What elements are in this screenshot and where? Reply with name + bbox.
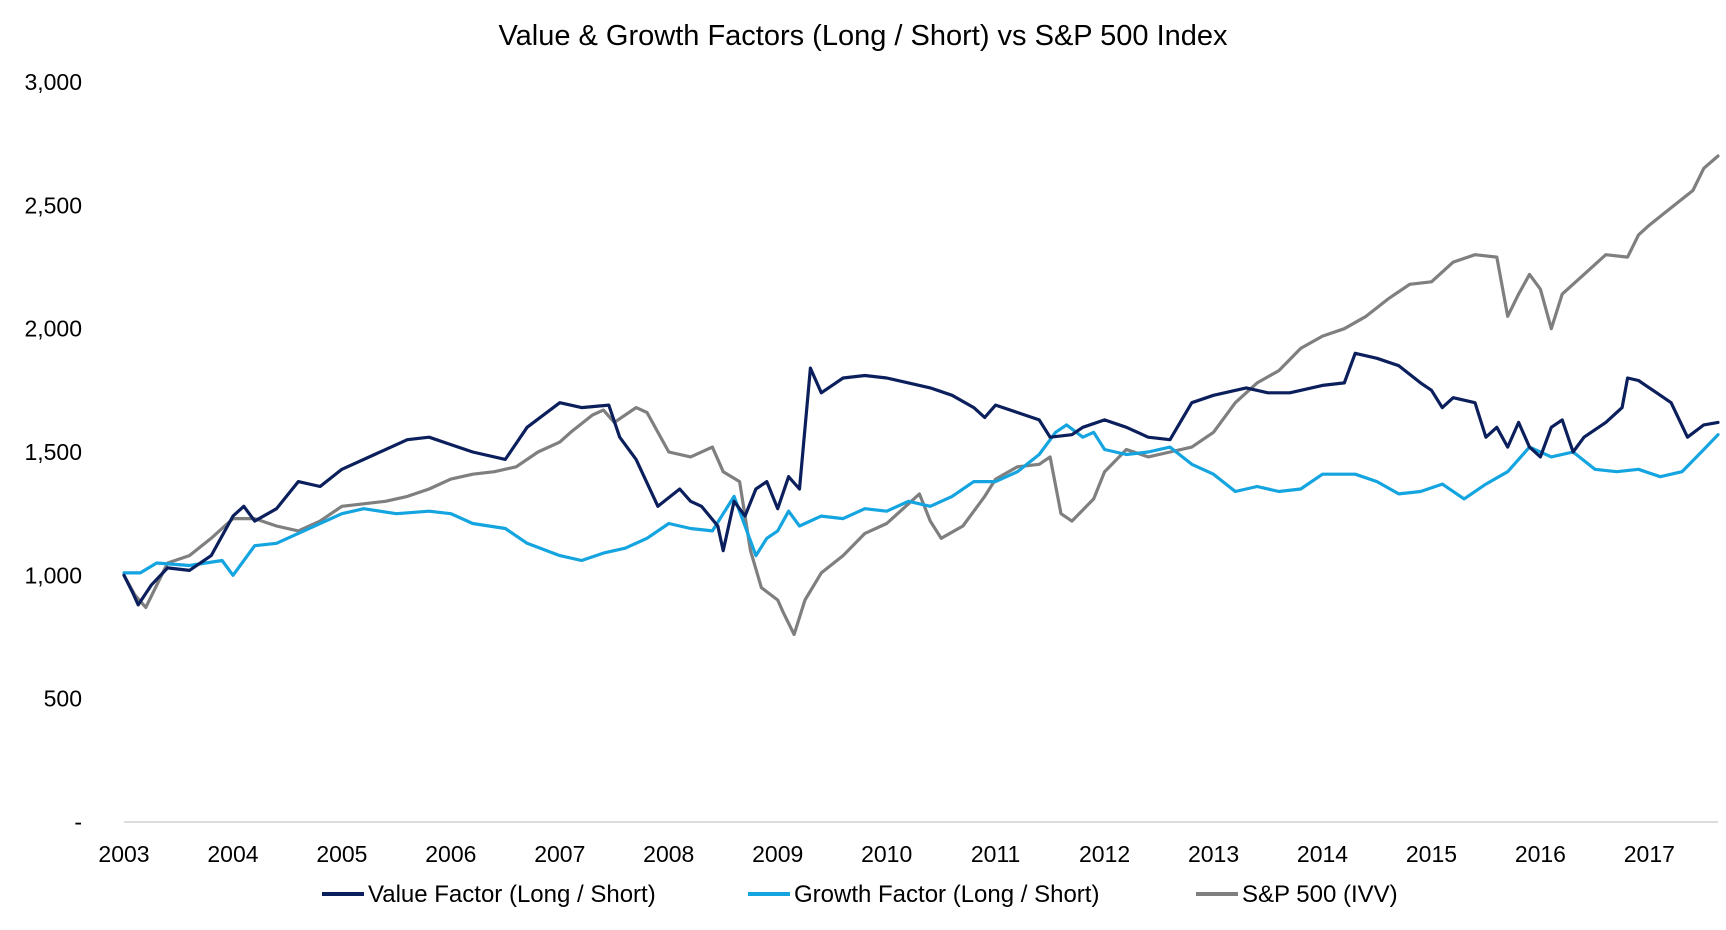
- x-tick-label: 2008: [643, 841, 694, 867]
- x-tick-label: 2007: [534, 841, 585, 867]
- legend-label: S&P 500 (IVV): [1242, 881, 1398, 908]
- y-tick-label: 1,000: [24, 562, 82, 588]
- x-tick-label: 2011: [971, 841, 1020, 867]
- x-tick-label: 2013: [1188, 841, 1239, 867]
- y-tick-label: 1,500: [24, 439, 82, 465]
- legend-label: Growth Factor (Long / Short): [794, 881, 1099, 908]
- series-line-value-factor-long-short: [122, 351, 1720, 607]
- x-tick-label: 2010: [861, 841, 912, 867]
- x-tick-label: 2017: [1624, 841, 1675, 867]
- y-tick-label: 3,000: [24, 69, 82, 95]
- x-tick-label: 2006: [425, 841, 476, 867]
- series-line-s-p-500-ivv: [122, 154, 1720, 637]
- series-layer: [122, 154, 1720, 637]
- x-tick-label: 2004: [207, 841, 258, 867]
- x-tick-label: 2012: [1079, 841, 1130, 867]
- legend-label: Value Factor (Long / Short): [368, 881, 656, 908]
- x-tick-label: 2015: [1406, 841, 1457, 867]
- chart-title: Value & Growth Factors (Long / Short) vs…: [498, 20, 1228, 52]
- x-tick-label: 2009: [752, 841, 803, 867]
- y-tick-label: -: [74, 809, 82, 835]
- x-tick-label: 2005: [316, 841, 367, 867]
- x-tick-label: 2014: [1297, 841, 1348, 867]
- series-line-growth-factor-long-short: [122, 423, 1720, 577]
- y-tick-label: 500: [44, 686, 82, 712]
- y-tick-label: 2,500: [24, 192, 82, 218]
- x-axis: 2003 2004 2005 2006 2007 2008 2009 2010 2011 2012…: [98, 821, 1718, 867]
- x-tick-label: 2016: [1515, 841, 1566, 867]
- y-axis: - 500 1,000 1,500 2,000 2,500 3,000: [24, 69, 82, 835]
- x-tick-label: 2003: [98, 841, 149, 867]
- y-tick-label: 2,000: [24, 316, 82, 342]
- legend: Value Factor (Long / Short) Growth Factor…: [322, 881, 1398, 908]
